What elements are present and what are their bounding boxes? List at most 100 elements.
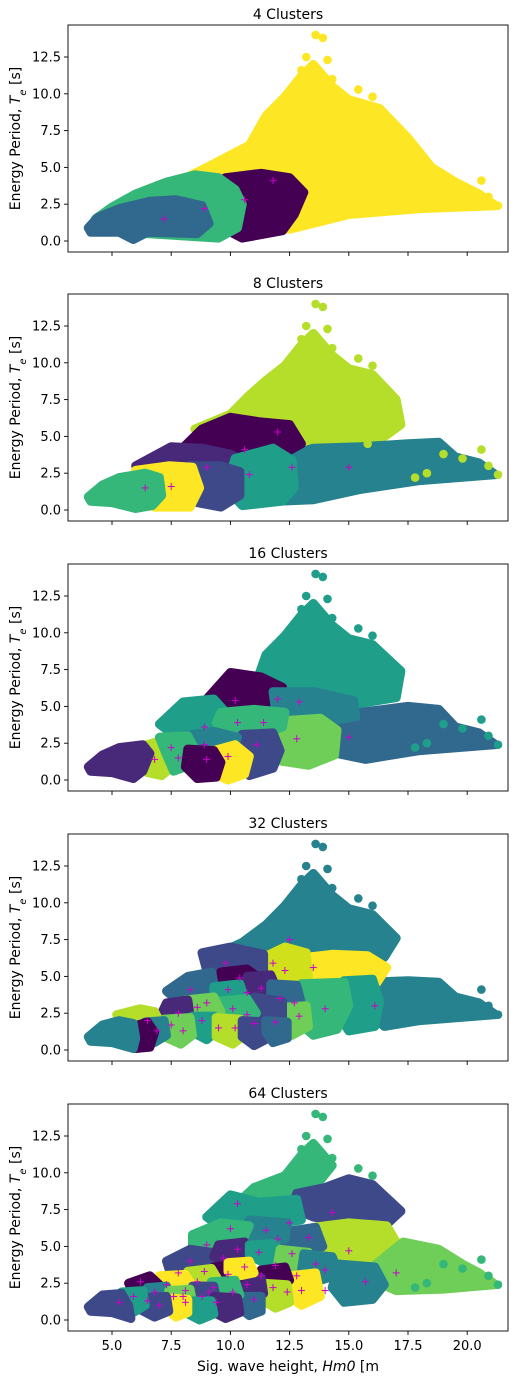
centroid-marker xyxy=(203,1241,211,1249)
scatter-point xyxy=(368,901,377,910)
centroid-marker xyxy=(295,698,303,706)
centroid-marker xyxy=(241,1263,249,1271)
centroid-marker xyxy=(224,986,232,994)
scatter-point xyxy=(311,30,320,40)
centroid-marker xyxy=(345,1247,353,1255)
cluster-region xyxy=(180,744,226,783)
centroid-marker xyxy=(274,695,282,703)
scatter-point xyxy=(410,1013,420,1022)
cluster-region xyxy=(223,1256,259,1281)
y-tick-label: 0.0 xyxy=(40,235,61,250)
centroid-marker xyxy=(243,989,251,997)
cluster-region xyxy=(83,1016,141,1053)
scatter-point xyxy=(323,324,332,334)
centroid-marker xyxy=(250,1020,258,1028)
y-tick-label: 12.5 xyxy=(32,590,61,605)
scatter-clusters xyxy=(83,839,503,1053)
centroid-marker xyxy=(215,1024,223,1032)
y-tick-label: 0.0 xyxy=(40,774,61,789)
axes-frame xyxy=(67,293,509,522)
cluster-region xyxy=(244,1239,285,1268)
centroid-marker xyxy=(236,974,244,982)
centroid-marker xyxy=(234,719,242,727)
scatter-point xyxy=(354,354,363,363)
scatter-point xyxy=(301,321,311,331)
scatter-point xyxy=(493,470,503,480)
centroid-marker xyxy=(271,1262,279,1270)
scatter-clusters xyxy=(83,569,503,785)
scatter-point xyxy=(354,85,363,94)
y-tick-label: 7.5 xyxy=(40,1203,61,1218)
centroid-marker xyxy=(286,1219,294,1227)
centroid-marker xyxy=(200,723,208,731)
scatter-point xyxy=(484,192,493,202)
cluster-region xyxy=(261,1016,292,1048)
scatter-point xyxy=(311,1109,320,1119)
centroid-marker xyxy=(269,1284,277,1292)
scatter-point xyxy=(439,449,448,459)
scatter-point xyxy=(327,1153,337,1163)
scatter-point xyxy=(318,1112,328,1122)
centroid-marker xyxy=(153,1027,161,1035)
scatter-point xyxy=(297,604,306,614)
cluster-region xyxy=(83,1289,136,1323)
centroid-marker xyxy=(243,1281,251,1289)
cluster-region xyxy=(368,1237,501,1296)
scatter-point xyxy=(363,439,373,449)
centroid-marker xyxy=(129,1292,137,1300)
scatter-point xyxy=(301,861,311,871)
chart-title: 64 Clusters xyxy=(248,1086,327,1102)
centroid-marker xyxy=(198,1017,206,1025)
centroid-marker xyxy=(260,719,268,727)
cluster-region xyxy=(83,740,155,783)
centroid-marker xyxy=(186,986,194,994)
y-tick-label: 2.5 xyxy=(40,467,61,482)
scatter-point xyxy=(422,738,432,748)
centroid-marker xyxy=(170,1292,178,1300)
scatter-point xyxy=(493,201,503,210)
scatter-point xyxy=(493,740,503,749)
centroid-marker xyxy=(181,1298,189,1306)
scatter-point xyxy=(327,74,337,84)
x-axis-label: Sig. wave height, Hm0 [m xyxy=(197,1359,379,1375)
scatter-point xyxy=(484,731,493,741)
scatter-point xyxy=(477,445,486,454)
y-tick-label: 7.5 xyxy=(40,933,61,948)
axes-frame xyxy=(67,24,509,253)
centroid-marker xyxy=(224,752,232,760)
scatter-point xyxy=(439,1259,448,1269)
centroid-marker xyxy=(345,733,353,741)
y-axis-label: Energy Period, Te [s] xyxy=(8,67,29,210)
centroid-marker xyxy=(321,1005,329,1013)
centroid-marker xyxy=(167,482,175,490)
centroid-marker xyxy=(144,1297,152,1305)
x-tick-label: 12.5 xyxy=(275,1339,304,1354)
centroid-marker xyxy=(276,994,284,1002)
y-axis-label: Energy Period, Te [s] xyxy=(8,336,29,479)
scatter-point xyxy=(323,1134,332,1144)
scatter-point xyxy=(439,180,448,190)
centroid-marker xyxy=(219,1254,227,1262)
scatter-point xyxy=(422,199,432,209)
centroid-marker xyxy=(297,1287,305,1295)
scatter-point xyxy=(410,743,420,752)
scatter-point xyxy=(410,1283,420,1292)
cluster-region xyxy=(268,437,501,506)
centroid-marker xyxy=(361,1278,369,1286)
scatter-point xyxy=(410,204,420,213)
centroid-marker xyxy=(193,1003,201,1011)
y-tick-label: 10.0 xyxy=(32,1166,61,1181)
scatter-point xyxy=(484,461,493,471)
y-tick-label: 10.0 xyxy=(32,87,61,102)
centroid-marker xyxy=(255,1248,263,1256)
scatter-point xyxy=(422,1278,432,1288)
centroid-marker xyxy=(293,1272,301,1280)
y-axis-label: Energy Period, Te [s] xyxy=(8,1146,29,1289)
centroid-marker xyxy=(241,446,249,454)
centroid-marker xyxy=(241,196,249,204)
centroid-marker xyxy=(231,697,239,705)
cluster-region xyxy=(363,976,501,1031)
centroid-marker xyxy=(224,1270,232,1278)
